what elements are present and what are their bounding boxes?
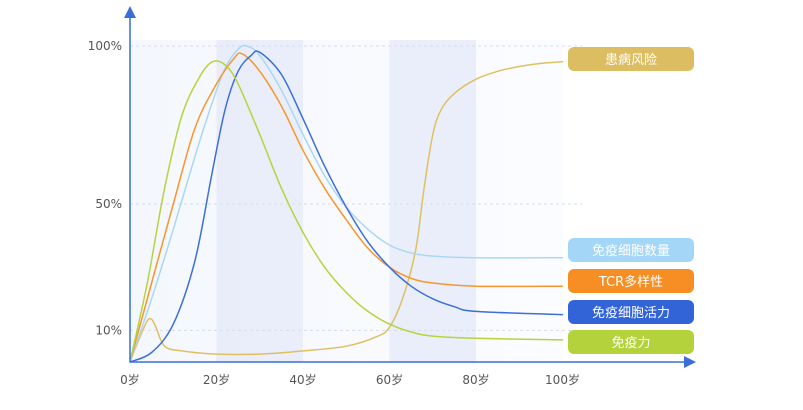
shaded-band-1 xyxy=(216,40,303,362)
x-tick-label: 40岁 xyxy=(289,372,316,387)
legend-label-risk: 患病风险 xyxy=(605,53,657,68)
legend-badge-cell-count xyxy=(568,238,694,262)
x-tick-label: 100岁 xyxy=(545,372,580,387)
x-tick-label: 80岁 xyxy=(462,372,489,387)
series-line-tcr-diversity xyxy=(129,52,564,363)
plot-background xyxy=(130,40,563,362)
series-lines xyxy=(129,44,564,363)
legend-label-cell-count: 免疫细胞数量 xyxy=(592,243,670,259)
x-tick-label: 20岁 xyxy=(203,372,230,387)
y-tick-label: 100% xyxy=(88,39,122,53)
x-tick-label: 60岁 xyxy=(376,372,403,387)
shaded-band-2 xyxy=(389,40,476,362)
age-bands xyxy=(216,40,476,362)
y-tick-label: 10% xyxy=(95,323,122,337)
series-line-immunity xyxy=(129,60,564,363)
legend-badge-cell-activity xyxy=(568,300,694,324)
legend-label-tcr-diversity: TCR多样性 xyxy=(598,274,663,290)
x-tick-label: 0岁 xyxy=(120,372,140,387)
legend-badge-immunity xyxy=(568,330,694,354)
axes xyxy=(124,6,696,368)
legend-badge-risk xyxy=(568,47,694,71)
series-line-cell-count xyxy=(129,44,564,363)
series-line-cell-activity xyxy=(129,50,564,363)
tick-labels: 0岁 20岁 40岁 60岁 80岁 100岁 10% 50% 100% xyxy=(88,39,580,387)
legend-label-cell-activity: 免疫细胞活力 xyxy=(592,305,670,321)
legend-label-immunity: 免疫力 xyxy=(611,335,650,351)
legend-badge-tcr-diversity xyxy=(568,269,694,293)
y-tick-label: 50% xyxy=(95,197,122,211)
series-line-risk xyxy=(129,61,564,363)
